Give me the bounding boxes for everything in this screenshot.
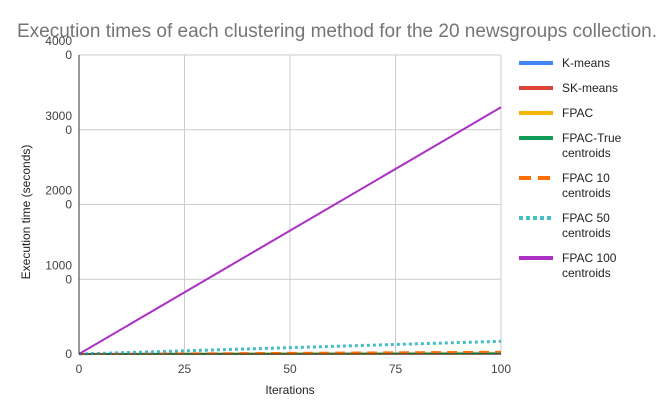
legend-label: centroids bbox=[562, 266, 611, 280]
x-tick-label: 100 bbox=[491, 362, 511, 376]
legend-label: FPAC bbox=[562, 106, 593, 120]
legend-label: SK-means bbox=[562, 81, 618, 95]
x-tick-label: 25 bbox=[178, 362, 192, 376]
legend-label: centroids bbox=[562, 186, 611, 200]
x-axis-ticks: 0 25 50 75 100 bbox=[76, 362, 512, 376]
legend-label: FPAC-True bbox=[562, 131, 622, 145]
legend-item: SK-means bbox=[519, 81, 618, 95]
x-tick-label: 75 bbox=[389, 362, 403, 376]
y-tick-label: 0 bbox=[65, 272, 72, 286]
y-tick-label: 0 bbox=[65, 347, 72, 361]
series-line-fpac-50-centroids bbox=[78, 339, 502, 356]
chart-title: Execution times of each clustering metho… bbox=[17, 21, 657, 42]
y-tick-label: 4000 bbox=[45, 34, 72, 48]
x-tick-label: 50 bbox=[283, 362, 297, 376]
y-tick-label: 1000 bbox=[45, 258, 72, 272]
legend-item: K-means bbox=[519, 56, 610, 70]
x-axis-label: Iterations bbox=[265, 383, 314, 397]
legend-label: FPAC 50 bbox=[562, 211, 610, 225]
series-line-fpac-100-centroids bbox=[78, 106, 502, 355]
legend-label: FPAC 100 bbox=[562, 251, 617, 265]
y-axis-label: Execution time (seconds) bbox=[19, 145, 33, 280]
x-tick-label: 0 bbox=[76, 362, 83, 376]
legend-label: FPAC 10 bbox=[562, 171, 610, 185]
legend-item: FPAC bbox=[519, 106, 593, 120]
legend: K-meansSK-meansFPACFPAC-TruecentroidsFPA… bbox=[519, 56, 622, 280]
y-tick-label: 0 bbox=[65, 123, 72, 137]
legend-label: centroids bbox=[562, 146, 611, 160]
y-tick-label: 0 bbox=[65, 198, 72, 212]
legend-label: K-means bbox=[562, 56, 610, 70]
grid-lines bbox=[79, 54, 502, 354]
y-tick-label: 3000 bbox=[45, 109, 72, 123]
legend-label: centroids bbox=[562, 226, 611, 240]
y-tick-label: 2000 bbox=[45, 184, 72, 198]
y-tick-label: 0 bbox=[65, 48, 72, 62]
